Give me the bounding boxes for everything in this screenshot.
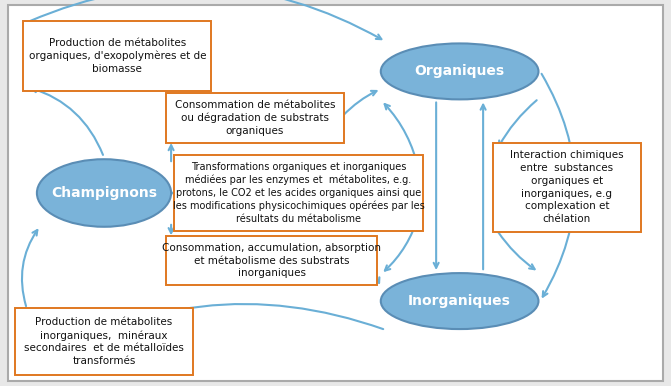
Ellipse shape — [37, 159, 171, 227]
FancyBboxPatch shape — [8, 5, 663, 381]
Ellipse shape — [381, 44, 539, 100]
Text: Consommation, accumulation, absorption
et métabolisme des substrats
inorganiques: Consommation, accumulation, absorption e… — [162, 243, 381, 278]
Text: Organiques: Organiques — [415, 64, 505, 78]
FancyBboxPatch shape — [23, 21, 211, 91]
Ellipse shape — [381, 273, 539, 329]
Text: Consommation de métabolites
ou dégradation de substrats
organiques: Consommation de métabolites ou dégradati… — [174, 100, 336, 136]
Text: Interaction chimiques
entre  substances
organiques et
inorganiques, e.g
complexa: Interaction chimiques entre substances o… — [510, 150, 624, 224]
Text: Transformations organiques et inorganiques
médiées par les enzymes et  métabolit: Transformations organiques et inorganiqu… — [172, 162, 425, 224]
Text: Production de métabolites
organiques, d'exopolymères et de
biomasse: Production de métabolites organiques, d'… — [29, 38, 206, 74]
FancyBboxPatch shape — [166, 93, 344, 143]
FancyBboxPatch shape — [174, 156, 423, 231]
FancyBboxPatch shape — [15, 308, 193, 375]
FancyBboxPatch shape — [493, 143, 641, 232]
Text: Production de métabolites
inorganiques,  minéraux
secondaires  et de métalloïdes: Production de métabolites inorganiques, … — [24, 317, 184, 366]
Text: Inorganiques: Inorganiques — [408, 294, 511, 308]
Text: Champignons: Champignons — [51, 186, 157, 200]
FancyBboxPatch shape — [166, 236, 377, 285]
